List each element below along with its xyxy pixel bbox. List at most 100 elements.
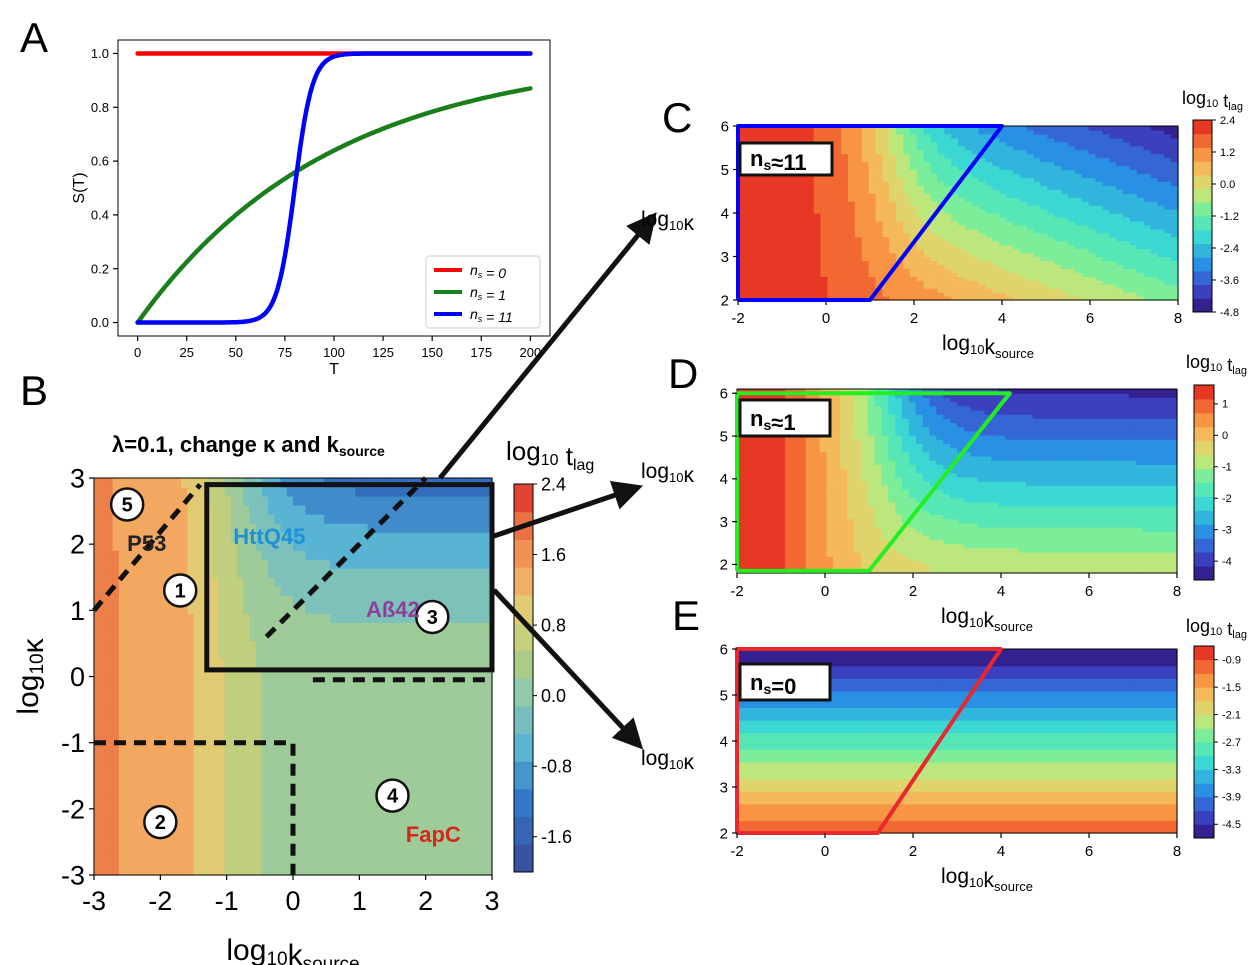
heatmap-b-cell	[404, 694, 412, 705]
heatmap-b-cell	[299, 838, 307, 849]
heatmap-c-cell	[834, 193, 842, 198]
heatmap-c-cell	[875, 173, 883, 178]
heatmap-c-cell	[889, 205, 897, 210]
heatmap-c-cell	[772, 256, 780, 262]
heatmap-b-cell	[361, 505, 369, 515]
heatmap-b-cell	[212, 559, 219, 569]
heatmap-b-cell	[293, 523, 300, 533]
heatmap-b-cell	[423, 487, 431, 497]
heatmap-b-cell	[423, 577, 431, 587]
heatmap-c-cell	[841, 209, 849, 214]
heatmap-b-cell	[367, 532, 375, 542]
heatmap-b-cell	[94, 802, 101, 813]
heatmap-b-cell	[187, 649, 195, 660]
heatmap-c-cell	[799, 272, 808, 277]
heatmap-c-cell	[1019, 209, 1028, 214]
heatmap-c-cell	[1019, 189, 1028, 194]
heatmap-b-cell	[367, 865, 375, 876]
heatmap-c-cell	[882, 268, 890, 273]
heatmap-b-cell	[162, 649, 170, 660]
heatmap-c-cell	[1013, 149, 1021, 155]
heatmap-c-cell	[1006, 157, 1014, 163]
heatmap-b-cell	[131, 685, 139, 696]
heatmap-b-cell	[268, 694, 275, 705]
heatmap-c-cell	[1068, 244, 1076, 250]
heatmap-b-cell	[429, 712, 437, 723]
heatmap-c-cell	[909, 268, 918, 273]
heatmap-b-cell	[411, 532, 418, 542]
heatmap-c-cell	[1068, 224, 1076, 230]
heatmap-c-cell	[882, 260, 890, 265]
heatmap-c-cell	[1068, 248, 1076, 254]
heatmap-b-cell	[237, 541, 244, 551]
heatmap-b-cell	[398, 838, 406, 849]
heatmap-b-cell	[212, 523, 219, 533]
heatmap-b-cell	[237, 775, 244, 786]
heatmap-c-cell	[813, 264, 822, 269]
heatmap-c-cell	[827, 126, 835, 131]
heatmap-b-cell	[380, 577, 387, 587]
heatmap-b-cell	[411, 802, 418, 813]
heatmap-b-cell	[361, 523, 369, 533]
heatmap-b-cell	[342, 784, 350, 795]
heatmap-b-cell	[348, 838, 356, 849]
heatmap-b-cell	[299, 739, 307, 750]
heatmap-c-cell	[861, 205, 870, 210]
heatmap-c-cell	[827, 197, 835, 202]
heatmap-c-cell	[1047, 193, 1055, 198]
heatmap-b-cell	[156, 577, 164, 587]
heatmap-c-cell	[806, 248, 815, 254]
heatmap-c-cell	[985, 173, 993, 178]
heatmap-c-cell	[1040, 129, 1048, 135]
heatmap-c-cell	[827, 280, 835, 285]
heatmap-b-cell	[212, 487, 219, 497]
heatmap-b-cell	[429, 703, 437, 714]
heatmap-c-cell	[964, 205, 973, 210]
heatmap-b-cell	[193, 802, 201, 813]
heatmap-b-cell	[386, 631, 394, 642]
heatmap-b-cell	[386, 622, 394, 632]
heatmap-c-cell	[813, 288, 822, 293]
heatmap-b-cell	[112, 541, 120, 551]
heatmap-c-cell	[992, 209, 1000, 214]
heatmap-c-cell	[1074, 216, 1083, 222]
heatmap-b-cell	[355, 730, 363, 741]
heatmap-c-cell	[854, 185, 863, 190]
heatmap-b-cell	[355, 820, 363, 831]
heatmap-b-cell	[361, 649, 369, 660]
heatmap-c-cell	[854, 145, 863, 151]
heatmap-c-cell	[882, 153, 890, 159]
heatmap-b-cell	[193, 631, 201, 642]
heatmap-b-cell	[485, 730, 493, 741]
heatmap-b-cell	[429, 541, 437, 551]
heatmap-b-cell	[336, 811, 344, 822]
heatmap-b-cell	[330, 766, 338, 777]
heatmap-c-cell	[951, 284, 959, 289]
heatmap-c-cell	[744, 268, 753, 273]
heatmap-b-cell	[205, 847, 213, 858]
heatmap-c-cell	[971, 177, 980, 182]
heatmap-b-cell	[311, 613, 319, 623]
heatmap-b-cell	[485, 649, 493, 660]
heatmap-c-cell	[751, 256, 760, 262]
heatmap-b-cell	[181, 856, 188, 867]
heatmap-c-cell	[1026, 193, 1035, 198]
heatmap-b-cell	[286, 748, 294, 759]
heatmap-b-cell	[156, 748, 164, 759]
heatmap-b-cell	[187, 865, 195, 876]
heatmap-b-cell	[436, 694, 443, 705]
heatmap-b-cell	[162, 559, 170, 569]
heatmap-b-cell	[324, 694, 331, 705]
heatmap-b-cell	[336, 586, 344, 596]
heatmap-b-cell	[249, 802, 257, 813]
heatmap-b-cell	[454, 568, 462, 578]
heatmap-b-cell	[243, 757, 251, 768]
heatmap-c-cell	[916, 181, 925, 186]
heatmap-c-cell	[772, 268, 780, 273]
heatmap-b-cell	[317, 784, 325, 795]
heatmap-b-cell	[355, 496, 363, 506]
heatmap-c-cell	[806, 264, 815, 269]
heatmap-b-cell	[380, 865, 387, 876]
heatmap-b-cell	[361, 640, 369, 651]
heatmap-b-cell	[218, 784, 226, 795]
